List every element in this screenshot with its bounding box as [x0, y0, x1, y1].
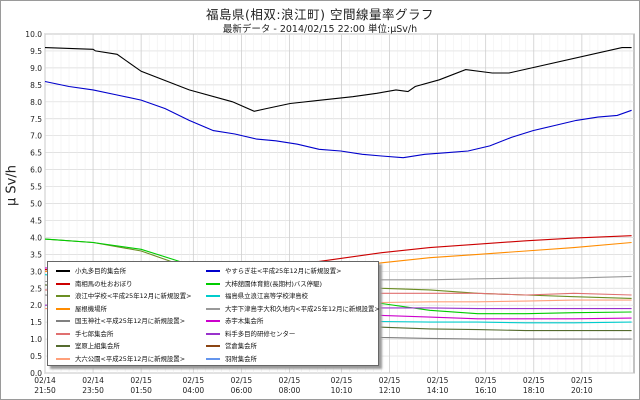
x-tick-date: 02/15 [523, 376, 545, 385]
y-tick-label: 4.0 [30, 233, 42, 242]
x-tick-date: 02/15 [379, 376, 401, 385]
x-tick-time: 06:00 [231, 386, 253, 395]
y-tick-label: 1.0 [30, 335, 42, 344]
legend-label: 大六公園<平成25年12月に新規設置> [75, 354, 186, 363]
y-tick-label: 6.5 [30, 149, 42, 158]
y-tick-label: 9.5 [30, 47, 42, 56]
chart-subtitle: 最新データ - 2014/02/15 22:00 単位:μSv/h [222, 24, 418, 35]
x-tick-date: 02/15 [571, 376, 593, 385]
x-tick-date: 02/15 [475, 376, 497, 385]
y-tick-label: 8.5 [30, 81, 42, 90]
chart-legend: 小丸多目的集会所 やすらぎ荘<平成25年12月に新規設置> 南相馬の杜おおぼり 大柿舘… [47, 261, 380, 366]
y-tick-label: 0.5 [30, 352, 42, 361]
legend-swatch [206, 345, 220, 347]
y-tick-label: 7.0 [30, 132, 42, 141]
x-tick-date: 02/15 [130, 376, 152, 385]
x-tick-date: 02/15 [279, 376, 301, 385]
x-tick-time: 14:10 [427, 386, 449, 395]
y-tick-label: 5.0 [30, 200, 42, 209]
x-tick-time: 12:10 [379, 386, 401, 395]
y-tick-label: 7.5 [30, 115, 42, 124]
y-tick-label: 5.5 [30, 183, 42, 192]
legend-swatch [206, 332, 220, 335]
legend-label: 大柿舘園体育館(長期村)バス停駆) [225, 279, 322, 288]
x-tick-date: 02/15 [183, 376, 205, 385]
legend-label: 国玉神社<平成25年12月に新規設置> [75, 317, 186, 325]
legend-label: 羽附集会所 [225, 354, 257, 363]
x-tick-time: 20:10 [571, 386, 593, 395]
x-tick-time: 21:50 [34, 386, 56, 395]
legend-label: 小丸多目的集会所 [75, 267, 127, 275]
y-tick-label: 2.0 [30, 301, 42, 310]
legend-label: 赤宇木集会所 [225, 317, 264, 325]
series-line [44, 47, 632, 112]
legend-label: 手七郎集会所 [75, 329, 114, 338]
x-tick-date: 02/15 [231, 376, 253, 385]
x-tick-time: 16:10 [475, 386, 497, 395]
x-tick-time: 10:10 [331, 386, 353, 395]
legend-label: 大宇下津島字大和久地内<平成25年12月に新規設置> [225, 304, 380, 313]
y-tick-label: 10.0 [25, 30, 42, 39]
legend-label: 浪江中学校<平成25年12月に新規設置> [75, 292, 192, 300]
y-tick-label: 4.5 [30, 216, 42, 225]
x-tick-time: 08:00 [279, 386, 301, 395]
y-tick-label: 8.0 [30, 98, 42, 107]
x-tick-time: 23:50 [82, 386, 104, 395]
x-tick-date: 02/14 [82, 376, 104, 385]
y-tick-label: 2.5 [30, 284, 42, 293]
legend-swatch [56, 345, 70, 347]
x-tick-date: 02/15 [331, 376, 353, 385]
x-tick-time: 01:50 [130, 386, 152, 395]
x-tick-time: 18:10 [523, 386, 545, 395]
legend-label: 室原上組集会所 [75, 342, 120, 350]
legend-label: 営倉集会所 [225, 342, 257, 350]
legend-swatch [206, 270, 220, 272]
y-tick-label: 0.0 [30, 369, 42, 378]
legend-label: 南相馬の杜おおぼり [75, 279, 133, 288]
legend-swatch [56, 295, 70, 297]
legend-swatch [206, 320, 220, 322]
legend-swatch [206, 282, 220, 285]
legend-label: やすらぎ荘<平成25年12月に新規設置> [225, 267, 342, 275]
x-tick-date: 02/14 [34, 376, 56, 385]
legend-swatch [56, 320, 70, 322]
legend-swatch [206, 295, 220, 297]
y-tick-label: 6.0 [30, 166, 42, 175]
y-tick-label: 3.5 [30, 250, 42, 259]
y-tick-label: 9.0 [30, 64, 42, 73]
legend-swatch [56, 332, 70, 335]
y-tick-label: 3.0 [30, 267, 42, 276]
legend-label: 料手多目的研修センター [225, 329, 296, 338]
legend-swatch [206, 307, 220, 310]
legend-label: 屋根機場所 [75, 304, 107, 313]
x-tick-time: 04:00 [183, 386, 205, 395]
legend-swatch [56, 357, 70, 360]
legend-swatch [206, 357, 220, 360]
legend-swatch [56, 270, 70, 272]
series-line [44, 80, 632, 159]
legend-label: 福島県立浪江高等学校津島校 [225, 292, 309, 300]
legend-swatch [56, 307, 70, 310]
x-tick-date: 02/15 [427, 376, 449, 385]
y-tick-label: 1.5 [30, 318, 42, 327]
legend-swatch [56, 282, 70, 285]
chart-title: 福島県(相双:浪江町) 空間線量率グラフ [206, 7, 434, 22]
